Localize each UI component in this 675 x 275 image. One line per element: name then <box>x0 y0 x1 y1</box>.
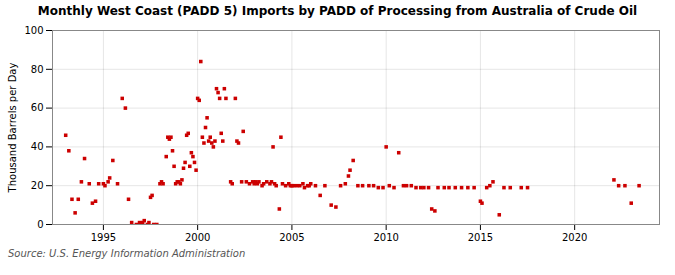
svg-text:2005: 2005 <box>279 232 304 243</box>
html-text:Monthly West Coast (PADD 5) Im: Monthly West Coast (PADD 5) Imports by P… <box>37 4 638 18</box>
svg-text:20: 20 <box>31 180 44 191</box>
svg-text:60: 60 <box>31 102 44 113</box>
svg-text:2015: 2015 <box>468 232 493 243</box>
svg-text:0: 0 <box>37 219 43 230</box>
svg-text:100: 100 <box>24 25 43 36</box>
html-text:Source: U.S. Energy Informatio: Source: U.S. Energy Information Administ… <box>8 248 246 259</box>
svg-text:80: 80 <box>31 64 44 75</box>
svg-text:2020: 2020 <box>562 232 587 243</box>
svg-text:2000: 2000 <box>185 232 210 243</box>
svg-text:40: 40 <box>31 141 44 152</box>
svg-text:Thousand Barrels per Day: Thousand Barrels per Day <box>7 63 18 194</box>
svg-text:2010: 2010 <box>373 232 398 243</box>
svg-text:1995: 1995 <box>91 232 116 243</box>
